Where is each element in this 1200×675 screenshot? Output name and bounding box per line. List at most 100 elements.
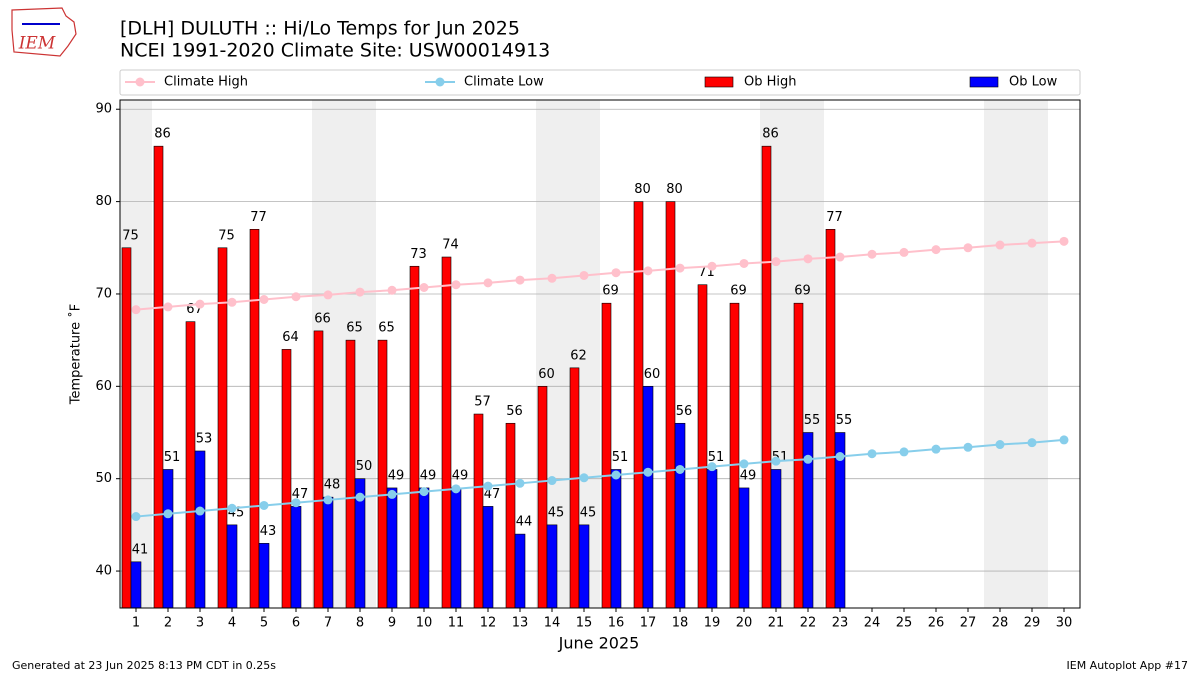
logo-text: IEM: [18, 34, 56, 54]
plot-frame: [119, 99, 1081, 609]
bar: [770, 469, 782, 609]
point: [995, 240, 1005, 250]
legend-swatch: [969, 76, 999, 88]
data-label: 50: [356, 459, 373, 474]
data-label: 56: [676, 404, 693, 419]
bar: [121, 247, 132, 609]
point: [355, 287, 365, 297]
bar: [450, 487, 462, 609]
bar: [482, 506, 494, 609]
chart-title: [DLH] DULUTH :: Hi/Lo Temps for Jun 2025: [120, 18, 520, 40]
bar: [569, 367, 580, 609]
point: [611, 268, 621, 278]
bar: [162, 469, 174, 609]
x-tick-label: 15: [576, 616, 593, 631]
legend-point: [435, 77, 445, 87]
point: [675, 464, 685, 474]
data-label: 49: [388, 468, 405, 483]
data-label: 51: [164, 450, 181, 465]
point: [963, 442, 973, 452]
point: [515, 478, 525, 488]
data-label: 64: [282, 330, 299, 345]
point: [259, 295, 269, 305]
bar: [322, 496, 334, 609]
x-tick-label: 27: [960, 616, 977, 631]
data-label: 45: [548, 505, 565, 520]
point: [227, 297, 237, 307]
x-tick-label: 22: [800, 616, 817, 631]
bar: [546, 524, 558, 609]
data-label: 62: [570, 348, 587, 363]
x-tick-label: 19: [704, 616, 721, 631]
point: [1027, 438, 1037, 448]
bar: [345, 339, 356, 609]
bar: [825, 229, 836, 609]
point: [707, 261, 717, 271]
point: [579, 270, 589, 280]
point: [643, 467, 653, 477]
data-label: 69: [794, 284, 811, 299]
point: [291, 498, 301, 508]
bar: [578, 524, 590, 609]
point: [323, 495, 333, 505]
data-label: 77: [250, 210, 267, 225]
bar: [377, 339, 388, 609]
point: [963, 243, 973, 253]
bar: [514, 533, 526, 609]
point: [515, 275, 525, 285]
point: [803, 454, 813, 464]
point: [739, 258, 749, 268]
data-label: 60: [538, 367, 555, 382]
point: [131, 512, 141, 522]
point: [451, 280, 461, 290]
bar: [537, 386, 548, 609]
data-label: 57: [474, 395, 491, 410]
data-label: 86: [762, 127, 779, 142]
point: [835, 452, 845, 462]
x-tick-label: 1: [132, 616, 140, 631]
point: [835, 252, 845, 262]
bar: [633, 201, 644, 609]
bar: [281, 349, 292, 609]
chart-subtitle: NCEI 1991-2020 Climate Site: USW00014913: [120, 40, 550, 62]
x-tick-label: 14: [544, 616, 561, 631]
data-label: 53: [196, 431, 213, 446]
x-tick-label: 17: [640, 616, 657, 631]
point: [739, 459, 749, 469]
bar: [505, 422, 516, 609]
bar: [386, 487, 398, 609]
x-tick-label: 26: [928, 616, 945, 631]
y-tick-label: 80: [95, 194, 112, 209]
bar: [409, 265, 420, 609]
data-label: 43: [260, 524, 277, 539]
x-tick-label: 12: [480, 616, 497, 631]
point: [483, 278, 493, 288]
data-label: 47: [484, 487, 501, 502]
logo: IEM: [11, 7, 77, 57]
point: [675, 263, 685, 273]
y-tick-label: 90: [95, 102, 112, 117]
bar: [642, 386, 654, 609]
x-tick-label: 7: [324, 616, 332, 631]
bar: [674, 422, 686, 609]
x-tick-label: 3: [196, 616, 204, 631]
x-tick-label: 16: [608, 616, 625, 631]
point: [803, 254, 813, 264]
bar: [290, 506, 302, 609]
data-label: 45: [580, 505, 597, 520]
data-label: 51: [708, 450, 725, 465]
point: [195, 299, 205, 309]
data-label: 65: [378, 321, 395, 336]
bar: [665, 201, 676, 609]
point: [579, 473, 589, 483]
y-axis-label: Temperature ˚F: [68, 304, 84, 405]
bar: [729, 302, 740, 609]
point: [451, 484, 461, 494]
bar: [697, 284, 708, 609]
bar: [761, 145, 772, 609]
point: [195, 506, 205, 516]
data-label: 65: [346, 321, 363, 336]
bar: [185, 321, 196, 609]
data-label: 55: [804, 413, 821, 428]
data-label: 69: [602, 284, 619, 299]
